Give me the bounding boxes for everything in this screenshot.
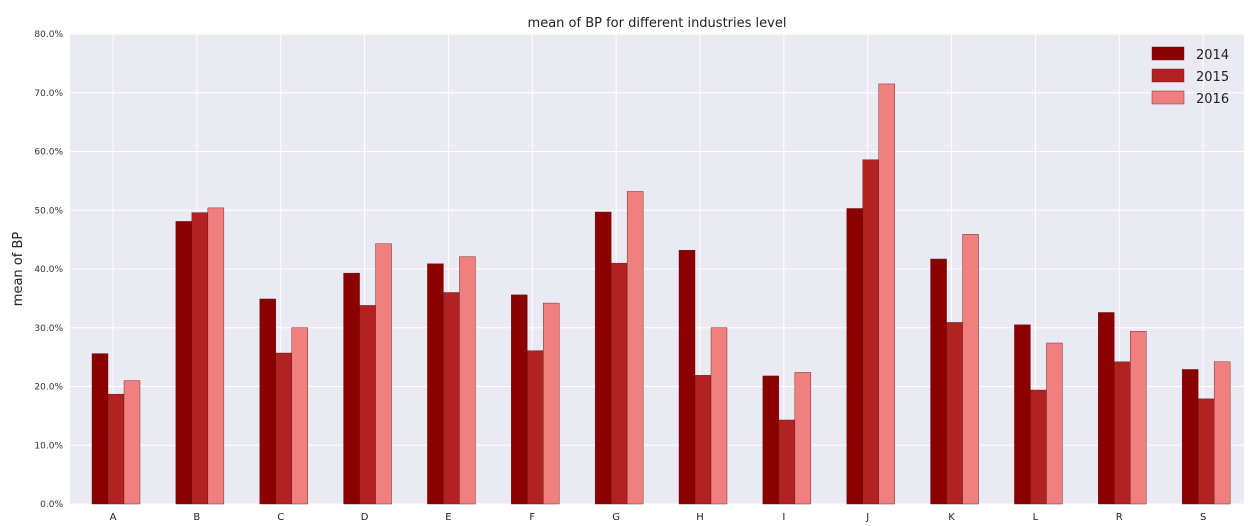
bar-C-2016 [291,327,308,505]
y-tick-labels: 0.0% 10.0% 20.0% 30.0% 40.0% 50.0% 60.0% 70.0% 8… [34,30,63,510]
bar-J-2015 [862,159,879,505]
x-tick-label: L [1033,512,1039,523]
x-tick-label: B [193,512,200,523]
bar-G-2016 [626,191,644,505]
x-tick-label: C [277,512,284,523]
bar-A-2016 [123,380,141,505]
x-tick-label: K [948,512,955,523]
bar-I-2015 [778,419,796,505]
bar-S-2014 [1181,369,1199,505]
legend-swatch-2016 [1151,90,1185,105]
bar-R-2016 [1130,331,1147,505]
x-tick-label: R [1116,512,1123,523]
bar-C-2014 [259,298,276,505]
bar-I-2016 [794,372,812,505]
bar-J-2016 [878,83,895,505]
bar-C-2015 [275,352,292,505]
bar-S-2016 [1213,361,1231,505]
y-tick-label: 10.0% [34,441,63,451]
x-tick-label: G [612,512,620,523]
bar-E-2015 [443,292,460,505]
x-tick-label: D [361,512,369,523]
bar-G-2015 [610,262,628,505]
legend-label: 2015 [1196,70,1229,85]
y-axis-label: mean of BP [11,232,26,307]
x-tick-label: E [445,512,451,523]
bar-H-2015 [694,375,712,505]
bar-F-2014 [511,294,528,505]
legend-swatch-2015 [1151,68,1185,83]
y-tick-label: 0.0% [40,500,63,510]
y-tick-label: 80.0% [34,30,63,40]
bar-K-2014 [930,258,947,505]
bar-L-2014 [1014,324,1031,505]
bars [91,83,1231,505]
x-tick-label: A [110,512,117,523]
bar-R-2014 [1098,312,1115,505]
y-tick-label: 70.0% [34,89,63,99]
bar-B-2014 [175,221,193,505]
legend-swatch-2014 [1151,46,1185,61]
bar-E-2014 [427,263,444,505]
bar-G-2014 [594,211,612,505]
x-tick-label: I [782,512,785,523]
y-tick-label: 60.0% [34,148,63,158]
bar-D-2016 [375,243,392,505]
bar-I-2014 [762,375,780,505]
bar-F-2015 [527,350,544,505]
x-tick-label: H [696,512,704,523]
bar-E-2016 [459,256,476,505]
bar-D-2015 [359,305,376,505]
bar-R-2015 [1114,361,1131,505]
legend: 2014 2015 2016 [1151,46,1229,107]
y-tick-label: 20.0% [34,383,63,393]
bar-B-2016 [207,207,225,505]
legend-label: 2016 [1196,92,1229,107]
bar-L-2015 [1030,389,1047,505]
bar-F-2016 [543,302,560,505]
y-tick-label: 30.0% [34,324,63,334]
bar-K-2016 [962,234,979,505]
x-tick-label: F [529,512,535,523]
bar-H-2014 [678,249,696,505]
bar-J-2014 [846,208,863,505]
bar-L-2016 [1046,342,1063,505]
x-tick-label: J [865,512,869,523]
bar-A-2014 [91,353,109,505]
chart-title: mean of BP for different industries leve… [528,16,787,31]
bar-D-2014 [343,272,360,505]
y-tick-label: 40.0% [34,265,63,275]
bar-K-2015 [946,322,963,505]
bar-S-2015 [1197,398,1215,505]
x-tick-label: S [1200,512,1206,523]
bar-B-2015 [191,212,209,505]
y-tick-label: 50.0% [34,206,63,216]
bar-A-2015 [107,393,125,505]
legend-label: 2014 [1196,48,1229,63]
bar-H-2016 [710,327,728,505]
